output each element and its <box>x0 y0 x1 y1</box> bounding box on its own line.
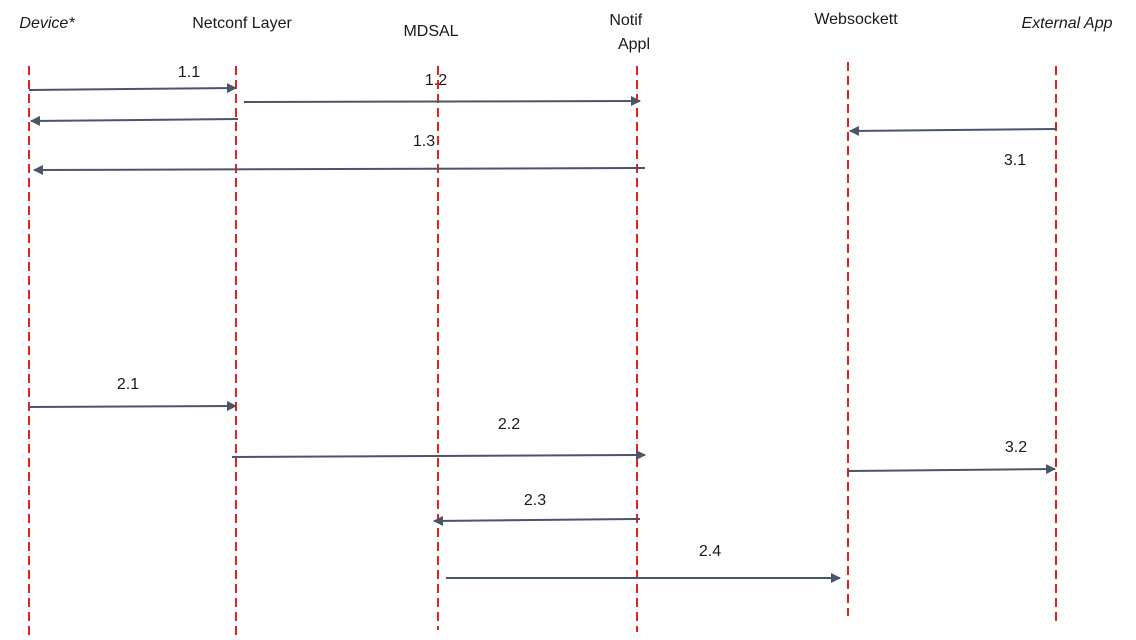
participant-external-label: External App <box>1021 15 1112 32</box>
participant-websocket-label: Websockett <box>814 11 898 28</box>
message-label-1-2: 1.2 <box>425 72 447 89</box>
participant-notif-label: Notif Appl <box>609 12 650 53</box>
message-arrow-2-3 <box>433 515 641 526</box>
message-label-1-1: 1.1 <box>178 64 200 81</box>
message-label-1-3: 1.3 <box>413 133 435 150</box>
participant-mdsal-label: MDSAL <box>403 23 458 40</box>
message-label-2-2: 2.2 <box>498 416 520 433</box>
message-arrow-2-1 <box>28 401 237 412</box>
message-arrow-1-3 <box>33 164 646 175</box>
participant-notif-label-line2: Appl <box>618 36 650 53</box>
message-arrow-3-2 <box>847 464 1056 475</box>
message-arrow-netconf-to-device <box>30 115 239 126</box>
message-label-2-3: 2.3 <box>524 492 546 509</box>
message-arrow-3-1 <box>849 125 1057 136</box>
message-arrow-1-1 <box>28 83 237 94</box>
message-label-3-2: 3.2 <box>1005 439 1027 456</box>
message-label-3-1: 3.1 <box>1004 152 1026 169</box>
message-arrow-2-2 <box>231 450 646 461</box>
message-arrow-1-2 <box>243 96 641 107</box>
message-label-2-1: 2.1 <box>117 376 139 393</box>
message-label-2-4: 2.4 <box>699 543 721 560</box>
participant-notif-label-line1: Notif <box>609 12 642 29</box>
participant-netconf-label: Netconf Layer <box>192 15 292 32</box>
participant-device-label: Device* <box>19 15 75 32</box>
